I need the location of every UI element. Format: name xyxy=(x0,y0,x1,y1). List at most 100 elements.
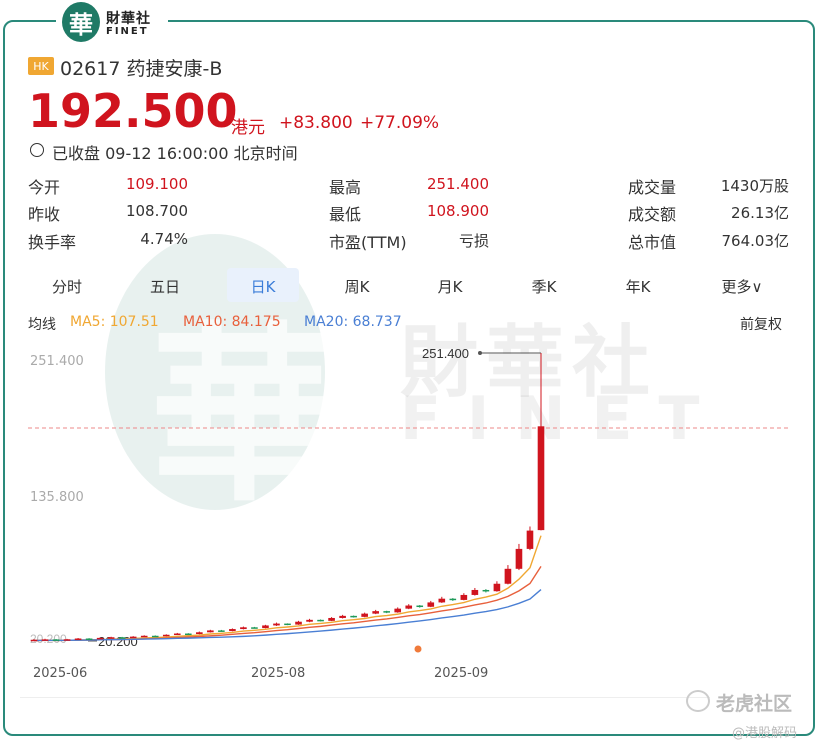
x-tick-jun: 2025-06 xyxy=(33,666,88,681)
stock-name: 02617 药捷安康-B xyxy=(60,58,223,80)
event-marker-dot xyxy=(414,645,422,653)
stat-amount-value: 26.13亿 xyxy=(731,204,789,222)
candle-body xyxy=(140,635,148,638)
candle-body xyxy=(118,637,126,639)
price-change-pct: +77.09% xyxy=(360,113,440,133)
tab-monthly-k[interactable]: 月K xyxy=(437,278,463,296)
candle-body xyxy=(383,611,391,613)
candle-body xyxy=(273,623,280,626)
candle-body xyxy=(405,605,413,609)
stat-low-label: 最低 xyxy=(329,205,362,224)
candle-body xyxy=(284,623,291,626)
watermark-cn: 財華社 xyxy=(400,318,659,408)
candle-body xyxy=(460,594,468,600)
candle-body xyxy=(328,617,335,621)
stat-high-value: 251.400 xyxy=(426,175,489,193)
finet-logo-cn: 財華社 xyxy=(106,11,151,27)
candle-body xyxy=(372,611,379,614)
candle-body xyxy=(74,638,82,641)
high-annotation-label: 251.400 xyxy=(422,346,469,361)
candle-body xyxy=(207,630,214,633)
tab-intraday[interactable]: 分时 xyxy=(51,278,82,296)
candle-body xyxy=(515,548,523,569)
candle-body xyxy=(361,613,368,617)
stat-mktcap-label: 总市值 xyxy=(628,233,677,252)
stat-volume-value: 1430万股 xyxy=(720,177,789,195)
stat-pe-label: 市盈(TTM) xyxy=(329,233,407,252)
x-tick-aug: 2025-08 xyxy=(251,666,306,681)
candle-body xyxy=(85,638,93,641)
stat-open-label: 今开 xyxy=(28,178,61,197)
candle-body xyxy=(162,634,170,637)
low-left-label: 20.200 xyxy=(30,632,67,646)
candle-body xyxy=(449,598,457,601)
stat-turnover-label: 换手率 xyxy=(28,233,77,252)
candle-body xyxy=(129,636,137,639)
market-badge: HK xyxy=(28,57,54,75)
y-tick-mid: 135.800 xyxy=(30,490,84,505)
candle-body xyxy=(240,627,247,630)
price-change: +83.800 xyxy=(279,113,353,133)
candle-body xyxy=(427,602,435,607)
candle-body xyxy=(504,568,512,584)
candle-body xyxy=(339,615,346,618)
stat-pe-value: 亏损 xyxy=(458,232,489,250)
y-tick-high: 251.400 xyxy=(30,354,84,369)
card-frame xyxy=(3,20,815,736)
high-annotation-dot xyxy=(478,351,482,355)
candle-body xyxy=(173,633,181,636)
stat-prev-close-label: 昨收 xyxy=(28,205,61,224)
tab-quarterly-k[interactable]: 季K xyxy=(531,278,557,296)
candle-body xyxy=(218,630,225,632)
candle-body xyxy=(96,637,104,640)
candle-body xyxy=(52,639,60,641)
stat-prev-close-value: 108.700 xyxy=(125,202,188,220)
stat-low-value: 108.900 xyxy=(426,202,489,220)
chart-bottom-divider xyxy=(20,697,710,698)
price-currency: 港元 xyxy=(231,118,265,138)
ma20-line xyxy=(33,589,542,642)
x-tick-sep: 2025-09 xyxy=(434,666,489,681)
low-annotation-label: 20.200 xyxy=(98,634,138,649)
candle-body xyxy=(306,619,313,622)
candle-body xyxy=(493,583,501,592)
candle-body xyxy=(196,632,203,635)
stat-volume-label: 成交量 xyxy=(628,178,677,197)
finet-logo: 華 財華社 FINET xyxy=(56,0,168,44)
candle-body xyxy=(30,639,38,642)
candle-body xyxy=(438,598,446,603)
candle-body xyxy=(63,639,71,641)
candle-body xyxy=(184,633,192,636)
stat-mktcap-value: 764.03亿 xyxy=(721,232,790,250)
candle-body xyxy=(394,608,402,613)
candle-body xyxy=(482,589,490,592)
candle-body xyxy=(471,589,479,595)
tab-weekly-k[interactable]: 周K xyxy=(344,278,370,296)
author-watermark: @港股解码 xyxy=(732,726,798,741)
candle-body xyxy=(41,639,49,641)
community-watermark: 老虎社区 xyxy=(716,693,793,715)
tab-five-day[interactable]: 五日 xyxy=(149,278,180,296)
candle-body xyxy=(317,619,324,622)
candle-body xyxy=(416,605,424,608)
candle-body xyxy=(526,530,534,549)
tab-daily-k[interactable]: 日K xyxy=(250,278,276,296)
ma-label[interactable]: 均线 xyxy=(28,317,56,333)
ma10-value: MA10: 84.175 xyxy=(183,314,281,330)
finet-logo-icon: 華 xyxy=(62,2,100,42)
watermark-glyph: 華 xyxy=(150,304,341,527)
ma10-line xyxy=(33,566,542,642)
ma5-value: MA5: 107.51 xyxy=(70,314,159,330)
tiger-community-icon xyxy=(686,690,710,712)
tab-more[interactable]: 更多∨ xyxy=(721,278,763,296)
stat-high-label: 最高 xyxy=(329,178,362,197)
stat-open-value: 109.100 xyxy=(125,175,188,193)
candle-body xyxy=(350,615,357,618)
watermark-en: FINET xyxy=(400,384,726,454)
candle-body xyxy=(251,627,258,629)
tab-yearly-k[interactable]: 年K xyxy=(625,278,651,296)
tab-active-highlight xyxy=(227,268,299,302)
adjust-mode[interactable]: 前复权 xyxy=(740,317,782,333)
candle-body xyxy=(295,621,302,625)
